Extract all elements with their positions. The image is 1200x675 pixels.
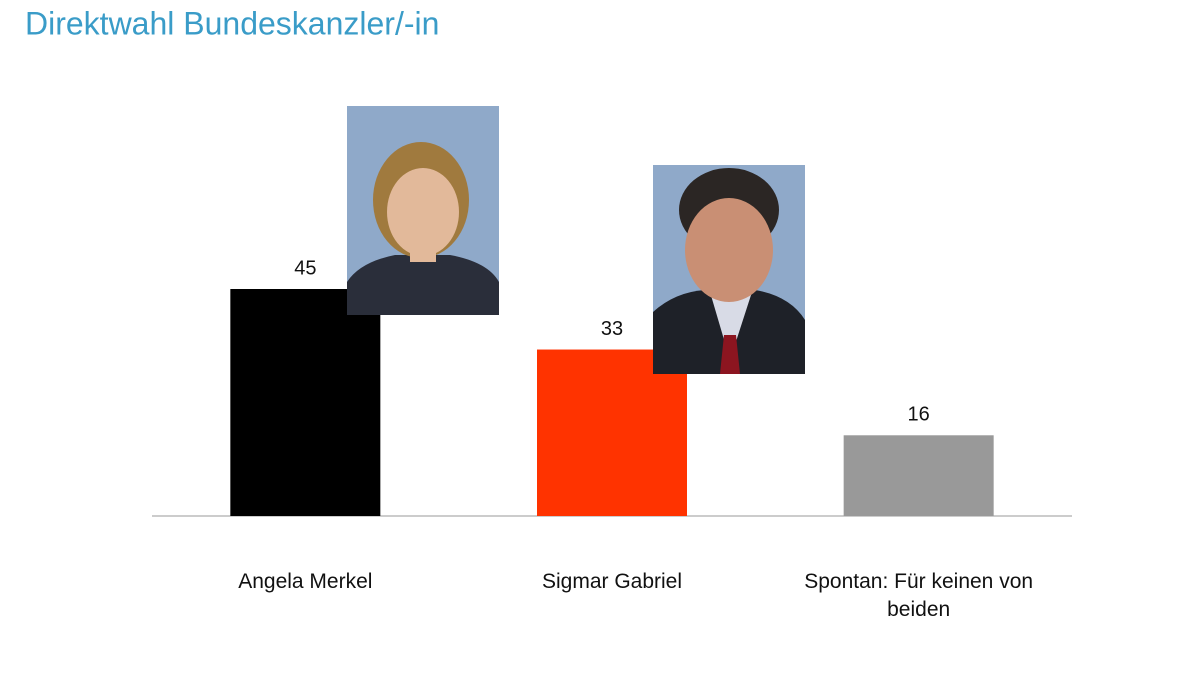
category-label: Sigmar Gabriel (541, 570, 683, 593)
portrait-merkel (347, 106, 499, 315)
category-label: Angela Merkel (238, 570, 373, 593)
chart-title: Direktwahl Bundeskanzler/-in (25, 5, 439, 41)
bar (537, 349, 687, 516)
bars (230, 289, 994, 516)
value-label: 33 (601, 318, 623, 340)
portrait-gabriel (653, 165, 805, 374)
value-label: 16 (908, 404, 930, 426)
bar (230, 289, 381, 516)
category-label: Spontan: Für keinen von beiden (804, 570, 1034, 621)
value-label: 45 (294, 257, 316, 279)
bar (843, 435, 994, 516)
